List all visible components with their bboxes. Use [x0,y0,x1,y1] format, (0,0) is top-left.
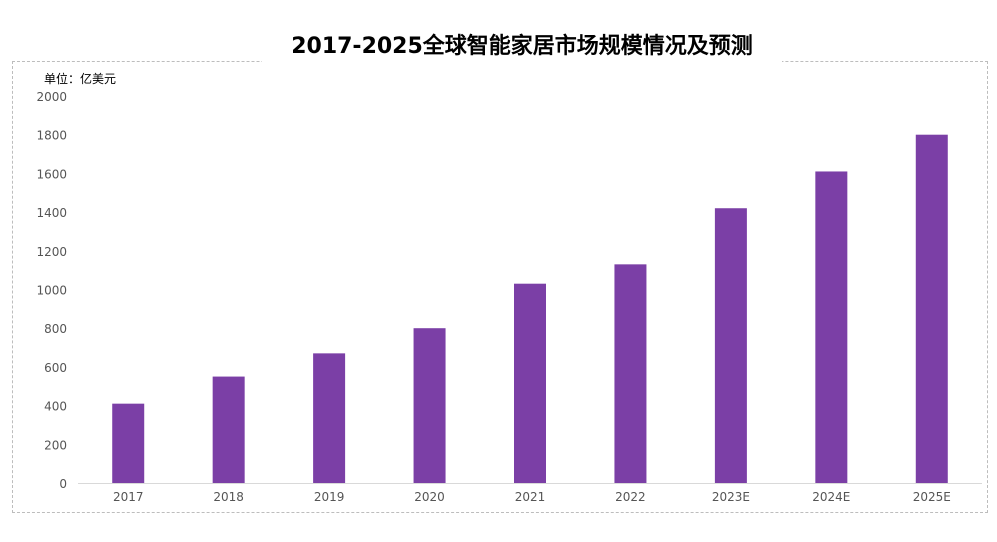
x-tick-label: 2025E [913,490,951,504]
y-tick-label: 1800 [36,129,67,143]
y-tick-label: 0 [59,477,67,491]
bar-2024E [815,171,848,483]
y-tick-label: 600 [44,361,67,375]
y-axis: 0 200 400 600 800 1000 1200 1400 1600 1800 2000 [36,90,67,491]
bar-2018 [212,376,245,483]
x-tick-label: 2017 [113,490,144,504]
y-tick-label: 2000 [36,90,67,104]
y-tick-label: 800 [44,322,67,336]
x-axis: 2017 2018 2019 2020 2021 2022 2023E 2024E 2025E [113,490,951,504]
bar-2020 [413,328,446,483]
x-tick-label: 2022 [615,490,646,504]
y-tick-label: 1600 [36,167,67,181]
chart-title: 2017-2025全球智能家居市场规模情况及预测 [262,29,782,65]
x-tick-label: 2020 [414,490,445,504]
bar-2023E [714,208,747,484]
bar-2019 [313,353,346,483]
bar-2025E [915,134,948,483]
x-tick-label: 2023E [712,490,750,504]
x-tick-label: 2018 [213,490,244,504]
x-tick-label: 2021 [515,490,546,504]
bar-2022 [614,264,647,483]
bar-2021 [514,283,546,483]
y-tick-label: 200 [44,438,67,452]
unit-label: 单位：亿美元 [44,72,117,86]
y-tick-label: 1000 [36,284,67,298]
bar-2017 [112,403,145,483]
x-tick-label: 2019 [314,490,345,504]
bar-series [112,134,948,484]
x-tick-label: 2024E [812,490,850,504]
y-tick-label: 400 [44,400,67,414]
y-tick-label: 1200 [36,245,67,259]
y-tick-label: 1400 [36,206,67,220]
